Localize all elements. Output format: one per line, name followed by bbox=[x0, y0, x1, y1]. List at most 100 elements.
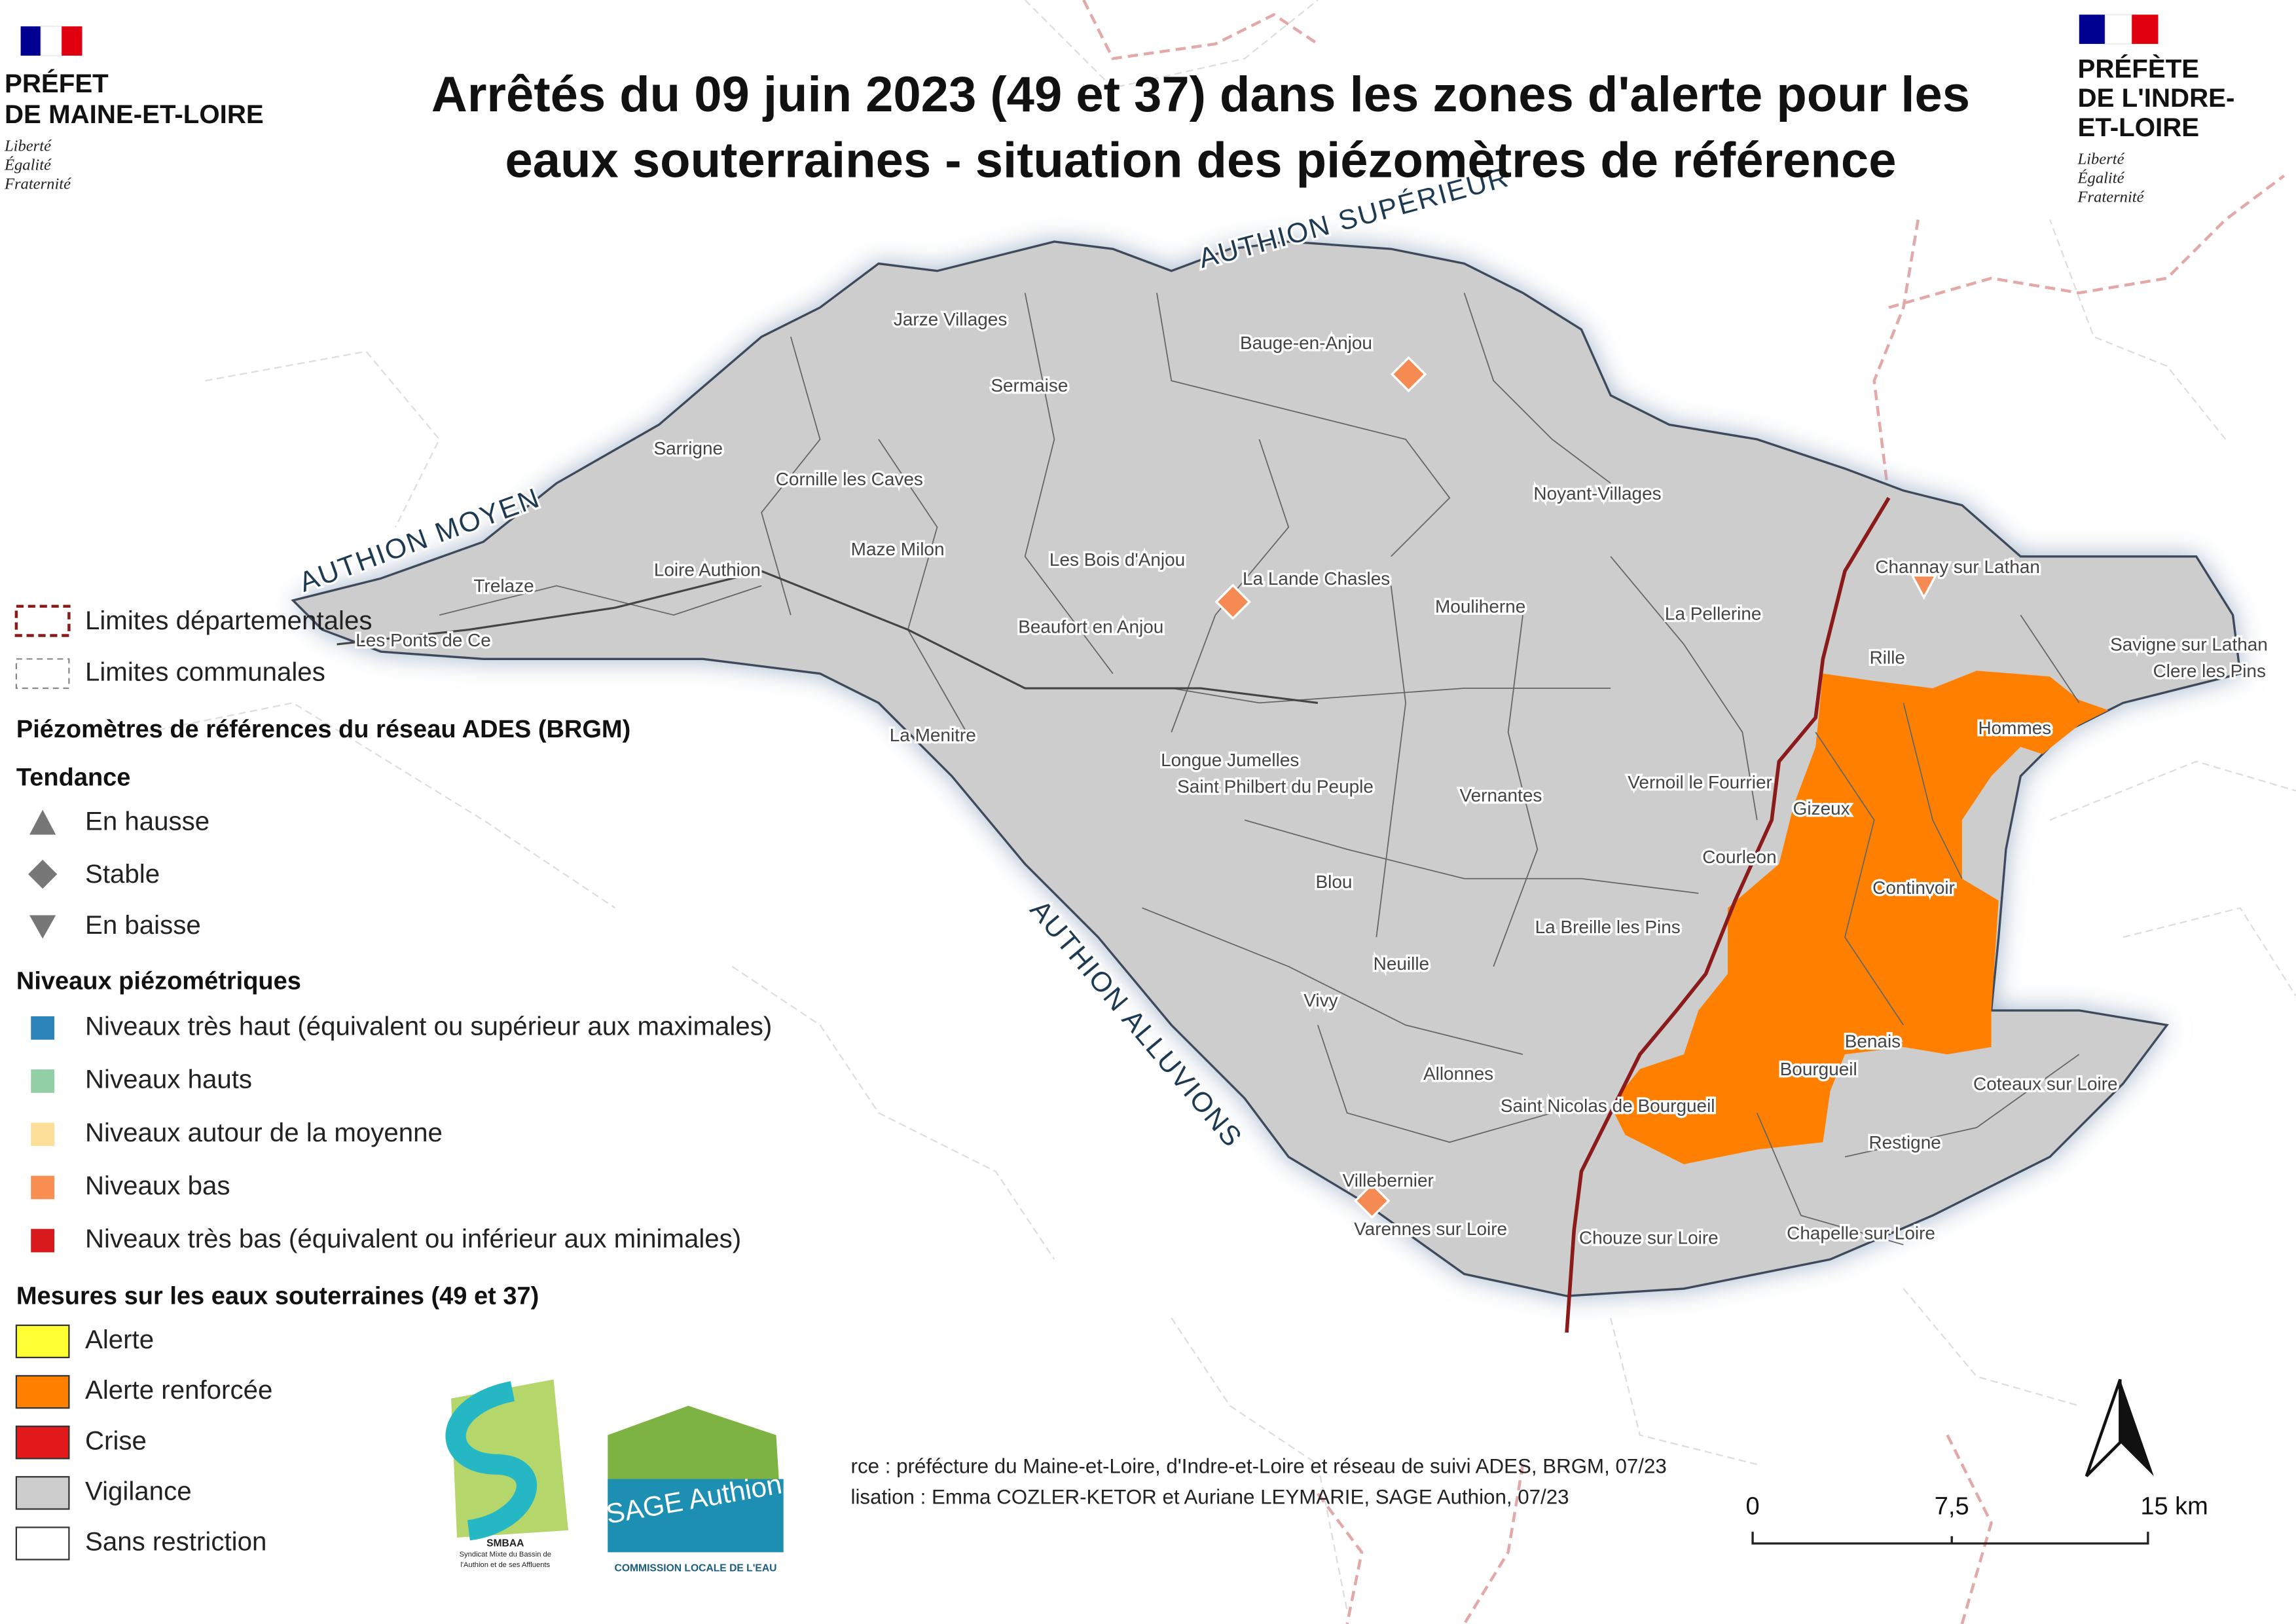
logo-motto: Liberté bbox=[2077, 150, 2125, 168]
legend-swatch bbox=[31, 1175, 55, 1200]
legend-measures: Alerte Alerte renforcée Crise Vigilance Sans… bbox=[15, 1324, 272, 1560]
commune-label: Blou bbox=[1316, 872, 1353, 892]
dept-boundary bbox=[1565, 496, 1891, 1333]
commune-label: Rille bbox=[1870, 648, 1905, 668]
commune-label: La Breille les Pins bbox=[1535, 917, 1681, 937]
commune-label: Savigne sur Lathan bbox=[2110, 635, 2268, 655]
left-logo: PRÉFET DE MAINE-ET-LOIRE Liberté Égalité… bbox=[4, 26, 264, 193]
commune-label: Benais bbox=[1845, 1031, 1901, 1052]
commune-label: Clere les Pins bbox=[2153, 661, 2266, 681]
commune-label: Restigne bbox=[1869, 1132, 1941, 1153]
neighbor-boundaries bbox=[146, 0, 2296, 1612]
scale-label: 15 km bbox=[2140, 1492, 2208, 1520]
river-loire bbox=[337, 570, 1319, 704]
commune-label: Continvoir bbox=[1872, 877, 1955, 898]
legend-swatch bbox=[29, 809, 56, 835]
legend-label: Vigilance bbox=[85, 1476, 192, 1505]
scale-label: 0 bbox=[1746, 1492, 1760, 1520]
commune-label: Allonnes bbox=[1423, 1063, 1493, 1084]
commune-label: La Menitre bbox=[890, 725, 976, 745]
legend-swatch bbox=[14, 604, 71, 637]
legend-swatch bbox=[31, 1122, 55, 1147]
scale-label: 7,5 bbox=[1935, 1492, 1969, 1520]
legend-swatch bbox=[15, 658, 70, 690]
flag-white bbox=[40, 26, 63, 57]
commune-label: Sarrigne bbox=[654, 438, 723, 458]
credit-line: lisation : Emma COZLER-KETOR et Auriane … bbox=[851, 1486, 1569, 1509]
logo-line: ET-LOIRE bbox=[2078, 113, 2200, 142]
flag-blue bbox=[2079, 14, 2106, 45]
commune-label: Sermaise bbox=[991, 375, 1068, 396]
commune-label: Hommes bbox=[1978, 718, 2051, 738]
commune-label: Beaufort en Anjou bbox=[1018, 617, 1163, 637]
commune-label: Bauge-en-Anjou bbox=[1240, 333, 1372, 353]
commune-label: Les Bois d'Anjou bbox=[1049, 549, 1185, 570]
legend-label: Limites communales bbox=[85, 657, 325, 686]
legend-swatch bbox=[31, 1069, 55, 1093]
legend-label: Crise bbox=[85, 1426, 147, 1455]
legend-label: En hausse bbox=[85, 806, 210, 836]
legend-swatch bbox=[27, 859, 58, 889]
commune-label: Vernoil le Fourrier bbox=[1628, 772, 1772, 792]
commune-label: La Lande Chasles bbox=[1243, 568, 1390, 589]
legend-swatch bbox=[31, 1228, 55, 1253]
flag-red bbox=[2132, 14, 2159, 45]
logo-text: COMMISSION LOCALE DE L'EAU bbox=[615, 1562, 777, 1574]
commune-label: Saint Nicolas de Bourgueil bbox=[1501, 1096, 1715, 1116]
legend-label: Alerte bbox=[85, 1325, 154, 1354]
scale-line bbox=[1751, 1532, 2149, 1545]
commune-label: Mouliherne bbox=[1435, 596, 1525, 616]
commune-label: Chapelle sur Loire bbox=[1787, 1223, 1935, 1244]
legend-label: En baisse bbox=[85, 910, 201, 940]
logo-line: DE MAINE-ET-LOIRE bbox=[5, 100, 264, 129]
flag-white bbox=[2104, 14, 2133, 45]
commune-label: Villebernier bbox=[1343, 1170, 1434, 1190]
commune-label: Longue Jumelles bbox=[1161, 750, 1299, 770]
sage-logo: SAGE Authion COMMISSION LOCALE DE L'EAU bbox=[604, 1405, 784, 1574]
scale-bar bbox=[1751, 1532, 2149, 1545]
piezometer-falling bbox=[1910, 574, 1938, 600]
legend-label: Alerte renforcée bbox=[85, 1375, 272, 1405]
legend-swatch bbox=[15, 1375, 70, 1409]
commune-label: Cornille les Caves bbox=[776, 469, 923, 489]
logo-line: PRÉFET bbox=[5, 69, 109, 98]
legend-label: Niveaux très bas (équivalent ou inférieu… bbox=[85, 1224, 741, 1253]
legend-label: Stable bbox=[85, 859, 160, 889]
flag-red bbox=[62, 26, 82, 56]
commune-label: Coteaux sur Loire bbox=[1973, 1073, 2118, 1094]
commune-label: Loire Authion bbox=[654, 560, 761, 580]
smbaa-logo: SMBAA Syndicat Mixte du Bassin de l'Auth… bbox=[445, 1379, 568, 1569]
legend-label: Niveaux bas bbox=[85, 1171, 230, 1200]
piezometer-stable bbox=[1214, 583, 1251, 620]
legend-swatch bbox=[29, 915, 56, 939]
north-arrow-left bbox=[2085, 1378, 2122, 1477]
legend-heading: Tendance bbox=[16, 764, 131, 792]
legend-swatch bbox=[15, 1526, 70, 1560]
logo-text: Syndicat Mixte du Bassin de bbox=[460, 1551, 551, 1559]
commune-label: Vivy bbox=[1303, 990, 1338, 1010]
commune-label: Gizeux bbox=[1793, 798, 1850, 819]
commune-label: Neuille bbox=[1374, 953, 1429, 974]
credit-line: rce : préfécture du Maine-et-Loire, d'In… bbox=[851, 1455, 1667, 1478]
legend-heading: Piézomètres de références du réseau ADES… bbox=[16, 716, 630, 743]
legend-label: Limites départementales bbox=[85, 606, 373, 635]
logo-shape bbox=[445, 1381, 537, 1541]
commune-label: La Pellerine bbox=[1665, 604, 1762, 624]
commune-label: Bourgueil bbox=[1780, 1059, 1857, 1079]
legend-heading: Mesures sur les eaux souterraines (49 et… bbox=[16, 1282, 539, 1310]
legend-label: Niveaux très haut (équivalent ou supérie… bbox=[85, 1011, 772, 1041]
legend: Limites départementales Limites communal… bbox=[14, 604, 772, 1560]
logo-motto: Liberté bbox=[4, 137, 52, 155]
right-logo: PRÉFÈTE DE L'INDRE- ET-LOIRE Liberté Éga… bbox=[2077, 14, 2234, 206]
piezometers bbox=[1214, 356, 1938, 1219]
title-line: eaux souterraines - situation des piézom… bbox=[505, 133, 1897, 189]
piezometer-stable bbox=[1390, 356, 1427, 393]
legend-heading: Niveaux piézométriques bbox=[16, 968, 301, 995]
legend-levels: Niveaux très haut (équivalent ou supérie… bbox=[31, 1011, 772, 1253]
legend-swatch bbox=[15, 1425, 70, 1460]
background-map bbox=[146, 0, 2296, 1624]
logo-text: SMBAA bbox=[486, 1538, 524, 1549]
north-arrow-right bbox=[2120, 1379, 2154, 1477]
